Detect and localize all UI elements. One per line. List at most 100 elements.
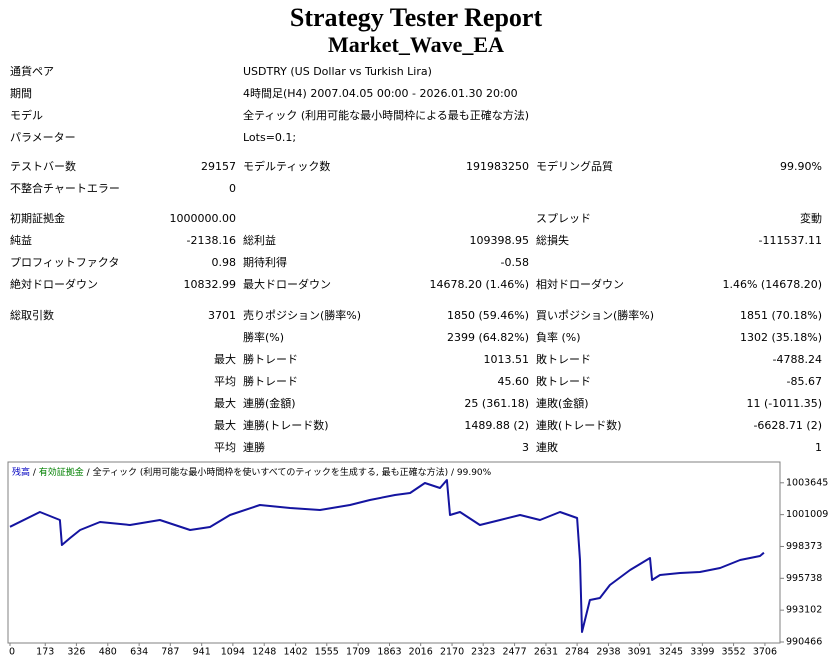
x-tick-label: 2784 bbox=[565, 647, 589, 658]
x-tick-label: 1709 bbox=[346, 647, 370, 658]
stat-value: 1000000.00 bbox=[170, 212, 236, 225]
stat-label: 連敗(トレード数) bbox=[536, 418, 622, 432]
stat-value: 25 (361.18) bbox=[464, 397, 529, 410]
stat-label: 連勝 bbox=[243, 440, 265, 454]
x-tick-label: 2631 bbox=[534, 647, 558, 658]
stat-label: プロフィットファクタ bbox=[10, 256, 119, 269]
report-title: Strategy Tester Report bbox=[290, 3, 543, 32]
stat-label: 負率 (%) bbox=[536, 330, 581, 344]
stat-value: 11 (-1011.35) bbox=[746, 397, 822, 410]
info-label: モデル bbox=[10, 108, 43, 122]
stat-value: 最大 bbox=[214, 352, 236, 366]
equity-line bbox=[9, 479, 765, 633]
stat-label: 敗トレード bbox=[536, 352, 591, 366]
stat-label: 絶対ドローダウン bbox=[10, 277, 98, 291]
stat-label: 総取引数 bbox=[10, 308, 54, 322]
stat-label: 総損失 bbox=[536, 233, 569, 247]
stat-label: 不整合チャートエラー bbox=[10, 181, 120, 195]
stat-value: 3701 bbox=[208, 309, 236, 322]
stat-value: 1.46% (14678.20) bbox=[722, 278, 822, 291]
stat-label: 総利益 bbox=[243, 233, 276, 247]
info-value: 4時間足(H4) 2007.04.05 00:00 - 2026.01.30 2… bbox=[243, 87, 518, 100]
stat-value: -85.67 bbox=[787, 375, 822, 388]
info-label: パラメーター bbox=[10, 131, 76, 144]
stat-value: 2399 (64.82%) bbox=[447, 331, 529, 344]
stat-value: 14678.20 (1.46%) bbox=[429, 278, 529, 291]
stat-value: 1 bbox=[815, 441, 822, 454]
stat-value: 3 bbox=[522, 441, 529, 454]
x-tick-label: 787 bbox=[161, 647, 179, 658]
stat-value: -0.58 bbox=[501, 256, 529, 269]
stat-label: 連敗(金額) bbox=[536, 396, 589, 410]
x-tick-label: 3091 bbox=[628, 647, 652, 658]
stat-value: 29157 bbox=[201, 160, 236, 173]
stat-label: 売りポジション(勝率%) bbox=[243, 308, 361, 322]
x-tick-label: 2016 bbox=[409, 647, 433, 658]
stat-value: 109398.95 bbox=[470, 234, 530, 247]
stat-label: 期待利得 bbox=[243, 255, 287, 269]
x-tick-label: 941 bbox=[193, 647, 211, 658]
legend-entry: 有効証拠金 bbox=[39, 466, 84, 478]
legend-separator: / bbox=[448, 468, 457, 478]
stat-value: 10832.99 bbox=[184, 278, 237, 291]
stat-value: 191983250 bbox=[466, 160, 529, 173]
y-tick-label: 1001009 bbox=[786, 509, 828, 520]
legend-separator: / bbox=[84, 468, 93, 478]
stat-value: 平均 bbox=[214, 441, 236, 454]
stat-value: 変動 bbox=[800, 211, 822, 225]
info-value: USDTRY (US Dollar vs Turkish Lira) bbox=[243, 65, 432, 78]
stat-label: 相対ドローダウン bbox=[536, 277, 624, 291]
stat-label: 勝率(%) bbox=[243, 330, 284, 344]
x-tick-label: 3245 bbox=[659, 647, 683, 658]
stat-label: モデルティック数 bbox=[243, 159, 330, 173]
info-label: 期間 bbox=[10, 87, 32, 100]
stat-value: 1851 (70.18%) bbox=[740, 309, 822, 322]
y-tick-label: 998373 bbox=[786, 541, 822, 552]
stat-value: 1013.51 bbox=[484, 353, 530, 366]
stat-value: 0.98 bbox=[212, 256, 237, 269]
stat-value: 1489.88 (2) bbox=[464, 419, 529, 432]
x-tick-label: 326 bbox=[67, 647, 85, 658]
report-subtitle: Market_Wave_EA bbox=[328, 32, 504, 57]
x-tick-label: 2938 bbox=[596, 647, 620, 658]
x-tick-label: 1555 bbox=[315, 647, 339, 658]
x-tick-label: 1402 bbox=[283, 647, 307, 658]
x-tick-label: 2170 bbox=[440, 647, 464, 658]
stat-label: 連勝(トレード数) bbox=[243, 418, 329, 432]
stat-value: 最大 bbox=[214, 396, 236, 410]
info-value: Lots=0.1; bbox=[243, 131, 296, 144]
legend-entry: 全ティック (利用可能な最小時間枠を使いすべてのティックを生成する, 最も正確な… bbox=[93, 466, 449, 478]
stat-label: 最大ドローダウン bbox=[243, 277, 331, 291]
stat-label: モデリング品質 bbox=[536, 159, 613, 173]
x-tick-label: 173 bbox=[36, 647, 54, 658]
x-tick-label: 3552 bbox=[721, 647, 745, 658]
stat-value: 99.90% bbox=[780, 160, 822, 173]
x-tick-label: 1094 bbox=[221, 647, 245, 658]
stat-label: 連勝(金額) bbox=[243, 396, 296, 410]
x-tick-label: 3706 bbox=[753, 647, 777, 658]
stat-label: テストバー数 bbox=[10, 160, 76, 173]
x-tick-label: 480 bbox=[99, 647, 117, 658]
stat-label: スプレッド bbox=[536, 212, 591, 225]
legend-separator: / bbox=[30, 468, 39, 478]
stat-label: 連敗 bbox=[536, 440, 558, 454]
stat-value: 平均 bbox=[214, 375, 236, 388]
chart-frame bbox=[7, 461, 781, 644]
x-tick-label: 634 bbox=[130, 647, 148, 658]
stat-label: 勝トレード bbox=[243, 374, 298, 388]
legend: 残高 / 有効証拠金 / 全ティック (利用可能な最小時間枠を使いすべてのティッ… bbox=[12, 466, 492, 478]
x-tick-label: 1248 bbox=[252, 647, 276, 658]
x-tick-label: 2477 bbox=[502, 647, 526, 658]
y-tick-label: 995738 bbox=[786, 573, 822, 584]
stat-value: 0 bbox=[229, 182, 236, 195]
y-tick-label: 1003645 bbox=[786, 477, 828, 488]
stat-value: 1302 (35.18%) bbox=[740, 331, 822, 344]
stat-value: -2138.16 bbox=[187, 234, 236, 247]
stat-value: -111537.11 bbox=[759, 234, 822, 247]
y-tick-label: 990466 bbox=[786, 637, 822, 648]
stat-value: 1850 (59.46%) bbox=[447, 309, 529, 322]
stat-label: 勝トレード bbox=[243, 352, 298, 366]
stat-value: -6628.71 (2) bbox=[753, 419, 822, 432]
x-tick-label: 2323 bbox=[471, 647, 495, 658]
